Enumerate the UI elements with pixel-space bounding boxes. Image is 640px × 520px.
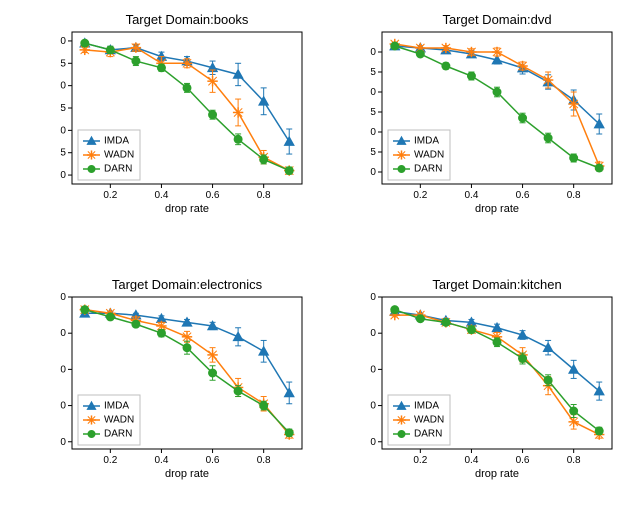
x-axis-label: drop rate: [165, 468, 209, 480]
svg-text:65: 65: [370, 107, 376, 118]
svg-text:55: 55: [60, 148, 66, 159]
svg-text:75: 75: [370, 67, 376, 78]
legend-label: DARN: [414, 164, 442, 175]
svg-text:0.4: 0.4: [154, 455, 168, 466]
legend-label: IMDA: [104, 401, 129, 412]
svg-text:70: 70: [60, 81, 66, 92]
svg-text:0.8: 0.8: [567, 455, 581, 466]
legend-label: IMDA: [414, 401, 439, 412]
svg-text:80: 80: [60, 36, 66, 47]
svg-text:0.4: 0.4: [154, 190, 168, 201]
svg-text:0.2: 0.2: [103, 190, 117, 201]
legend-label: WADN: [104, 150, 134, 161]
panel-title: Target Domain:electronics: [112, 277, 263, 292]
chart-panel-3: Target Domain:kitchen 0.2 0.4 0.6 0.8 drop ra…: [370, 275, 620, 485]
svg-text:75: 75: [60, 58, 66, 69]
svg-text:60: 60: [60, 125, 66, 136]
legend: IMDA WADN DARN: [78, 395, 140, 445]
legend-label: IMDA: [104, 136, 129, 147]
panel-title: Target Domain:dvd: [442, 12, 551, 27]
chart-panel-2: Target Domain:electronics 0.2 0.4 0.6 0.8 dro…: [60, 275, 310, 485]
legend: IMDA WADN DARN: [388, 395, 450, 445]
svg-text:90: 90: [370, 292, 376, 303]
svg-text:0.4: 0.4: [464, 455, 478, 466]
svg-text:0.8: 0.8: [567, 190, 581, 201]
svg-text:60: 60: [370, 401, 376, 412]
svg-text:0.6: 0.6: [206, 455, 220, 466]
svg-text:0.6: 0.6: [516, 455, 530, 466]
svg-text:0.6: 0.6: [516, 190, 530, 201]
svg-text:70: 70: [60, 364, 66, 375]
svg-text:65: 65: [60, 103, 66, 114]
svg-text:0.2: 0.2: [103, 455, 117, 466]
svg-text:50: 50: [370, 437, 376, 448]
svg-text:70: 70: [370, 87, 376, 98]
svg-text:0.2: 0.2: [413, 455, 427, 466]
svg-text:90: 90: [60, 292, 66, 303]
svg-text:0.8: 0.8: [257, 190, 271, 201]
legend-label: WADN: [104, 415, 134, 426]
svg-text:50: 50: [60, 170, 66, 181]
svg-text:80: 80: [370, 328, 376, 339]
svg-text:0.6: 0.6: [206, 190, 220, 201]
legend-label: DARN: [104, 164, 132, 175]
legend: IMDA WADN DARN: [388, 130, 450, 180]
legend-label: DARN: [414, 429, 442, 440]
x-axis-label: drop rate: [475, 468, 519, 480]
panel-title: Target Domain:books: [126, 12, 249, 27]
svg-text:60: 60: [370, 127, 376, 138]
svg-text:0.2: 0.2: [413, 190, 427, 201]
x-axis-label: drop rate: [165, 203, 209, 215]
svg-text:80: 80: [370, 47, 376, 58]
chart-panel-0: Target Domain:books 0.2 0.4 0.6 0.8 drop rate…: [60, 10, 310, 220]
svg-text:50: 50: [60, 437, 66, 448]
chart-panel-1: Target Domain:dvd 0.2 0.4 0.6 0.8 drop rate 50…: [370, 10, 620, 220]
panel-title: Target Domain:kitchen: [432, 277, 561, 292]
svg-text:60: 60: [60, 401, 66, 412]
legend-label: WADN: [414, 415, 444, 426]
svg-text:80: 80: [60, 328, 66, 339]
legend-label: IMDA: [414, 136, 439, 147]
x-axis-label: drop rate: [475, 203, 519, 215]
legend-label: DARN: [104, 429, 132, 440]
svg-text:0.4: 0.4: [464, 190, 478, 201]
svg-text:0.8: 0.8: [257, 455, 271, 466]
legend-label: WADN: [414, 150, 444, 161]
legend: IMDA WADN DARN: [78, 130, 140, 180]
svg-text:50: 50: [370, 167, 376, 178]
series-imda: [80, 308, 294, 403]
svg-text:70: 70: [370, 364, 376, 375]
figure: Target Domain:books 0.2 0.4 0.6 0.8 drop rate…: [0, 0, 640, 520]
svg-text:55: 55: [370, 147, 376, 158]
